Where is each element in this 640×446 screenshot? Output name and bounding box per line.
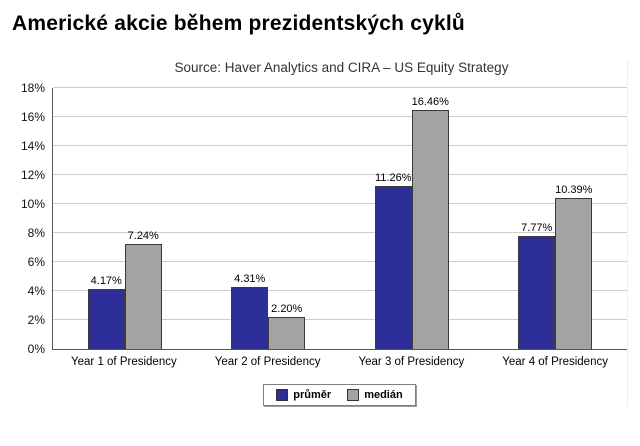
bar-median <box>555 198 593 349</box>
bar-median <box>124 244 162 349</box>
legend-label: průměr <box>293 389 332 401</box>
y-tick-label: 0% <box>27 342 45 356</box>
plot-area: 4.17% 7.24% 4.31% 2.20% 11.26% 16.46% 7.77% 10.… <box>52 87 628 350</box>
bar-group-1: 4.17% 7.24% <box>53 230 197 349</box>
bar-wrap-prumer: 11.26% <box>374 171 412 349</box>
x-axis-label: Year 2 of Presidency <box>214 356 321 368</box>
gridline <box>53 145 627 146</box>
bar-group-3: 11.26% 16.46% <box>340 96 484 349</box>
gridline <box>53 174 627 175</box>
bar-value-label: 10.39% <box>555 184 593 197</box>
bar-value-label: 11.26% <box>375 171 412 184</box>
page-title: Americké akcie během prezidentských cykl… <box>12 12 465 35</box>
bar-median <box>268 317 306 349</box>
bar-value-label: 4.31% <box>234 272 266 285</box>
bar-prumer <box>87 288 125 349</box>
y-tick-label: 8% <box>27 226 45 240</box>
legend: průměr medián <box>263 384 416 406</box>
bar-value-label: 4.17% <box>90 274 122 287</box>
gridline <box>53 261 627 262</box>
bar-value-label: 7.77% <box>521 222 553 235</box>
chart-source: Source: Haver Analytics and CIRA – US Eq… <box>174 60 509 75</box>
legend-label: medián <box>364 389 403 401</box>
y-tick-label: 12% <box>20 168 45 182</box>
legend-swatch-prumer <box>276 389 289 401</box>
legend-swatch-median <box>347 389 360 401</box>
x-axis-label: Year 1 of Presidency <box>71 356 177 368</box>
bar-value-label: 2.20% <box>271 303 303 316</box>
x-axis-labels: Year 1 of Presidency Year 2 of Presidency… <box>10 356 627 368</box>
y-axis: 0% 2% 4% 6% 8% 10% 12% 14% 16% 18% <box>10 81 52 356</box>
gridline <box>53 290 627 291</box>
bar-wrap-median: 10.39% <box>555 184 592 349</box>
bar-value-label: 7.24% <box>127 230 159 243</box>
y-tick-label: 14% <box>20 139 45 153</box>
bar-wrap-prumer: 7.77% <box>518 222 556 349</box>
legend-item-median: medián <box>347 389 403 401</box>
gridline <box>53 232 627 233</box>
x-axis-label: Year 3 of Presidency <box>358 356 465 368</box>
chart: Source: Haver Analytics and CIRA – US Eq… <box>10 60 628 406</box>
bar-wrap-median: 16.46% <box>412 96 449 349</box>
plot-row: 0% 2% 4% 6% 8% 10% 12% 14% 16% 18% 4.17% 7.24% 4.31… <box>10 81 628 356</box>
bar-wrap-median: 2.20% <box>268 303 306 349</box>
bar-wrap-prumer: 4.17% <box>87 274 125 349</box>
bar-median <box>411 110 449 349</box>
y-tick-label: 18% <box>20 81 45 95</box>
gridline <box>53 203 627 204</box>
x-axis-label: Year 4 of Presidency <box>502 356 608 368</box>
bar-value-label: 16.46% <box>411 96 449 109</box>
bar-prumer <box>231 286 269 349</box>
bar-group-4: 7.77% 10.39% <box>484 184 628 349</box>
gridline <box>53 319 627 320</box>
bar-wrap-median: 7.24% <box>124 230 162 349</box>
y-tick-label: 10% <box>20 197 45 211</box>
bar-group-2: 4.31% 2.20% <box>197 273 341 349</box>
legend-row: průměr medián <box>10 384 627 406</box>
gridline <box>53 116 627 117</box>
bar-wrap-prumer: 4.31% <box>231 272 269 349</box>
bar-prumer <box>518 236 556 349</box>
gridline <box>53 87 627 88</box>
y-tick-label: 2% <box>27 313 45 327</box>
y-tick-label: 6% <box>27 255 45 269</box>
y-tick-label: 4% <box>27 284 45 298</box>
bar-prumer <box>374 185 412 349</box>
legend-item-prumer: průměr <box>276 389 331 401</box>
y-tick-label: 16% <box>20 110 45 124</box>
